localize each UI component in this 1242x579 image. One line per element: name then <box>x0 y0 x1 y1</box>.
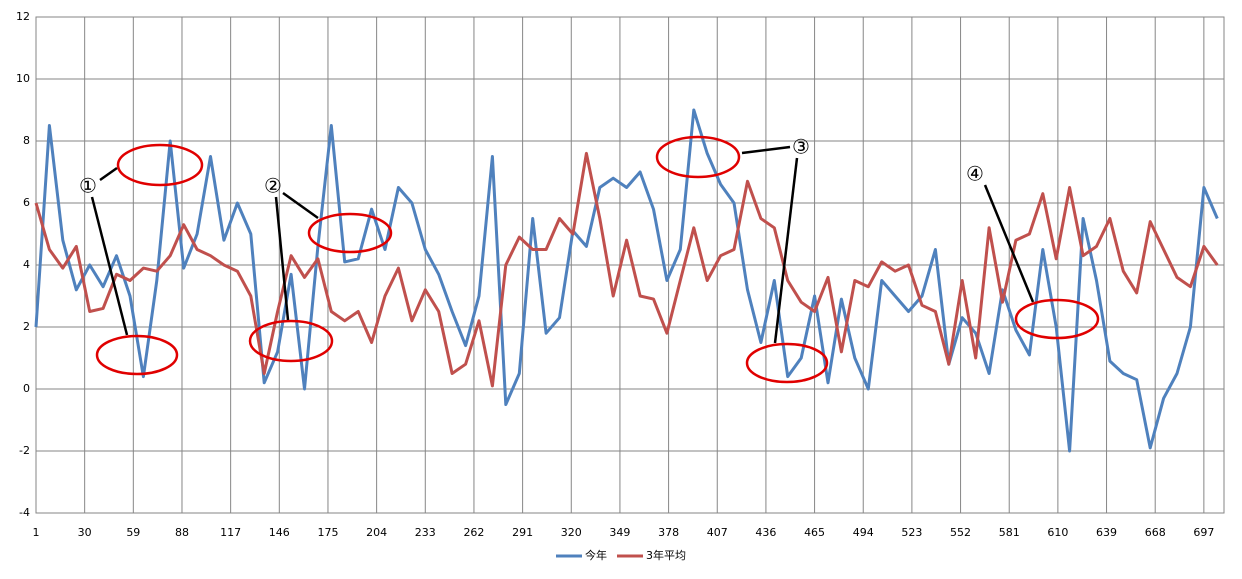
highlight-ellipse <box>95 334 179 376</box>
leader-line <box>741 145 791 155</box>
annotation: ① <box>79 174 97 198</box>
x-tick-label: 697 <box>1193 526 1214 539</box>
leader-line <box>773 157 799 344</box>
y-tick-label: 12 <box>16 10 30 23</box>
y-tick-label: 0 <box>23 382 30 395</box>
x-tick-label: 233 <box>415 526 436 539</box>
highlight-ellipse <box>116 143 204 187</box>
y-tick-label: 10 <box>16 72 30 85</box>
y-tick-label: 4 <box>23 258 30 271</box>
series-line <box>34 108 1219 453</box>
x-tick-label: 668 <box>1145 526 1166 539</box>
y-tick-label: 6 <box>23 196 30 209</box>
x-tick-label: 88 <box>175 526 189 539</box>
x-tick-label: 204 <box>366 526 387 539</box>
x-tick-label: 175 <box>317 526 338 539</box>
highlight-ellipse <box>248 319 334 363</box>
x-tick-label: 407 <box>707 526 728 539</box>
leader-line <box>90 196 129 336</box>
plot-area: -4 -2 0 2 4 6 8 10 12 1 30 59 88 117 146 175 204 233 262 29… <box>16 10 1225 539</box>
y-tick-label: -4 <box>19 506 30 519</box>
x-tick-label: 378 <box>658 526 679 539</box>
legend-label: 今年 <box>585 548 607 562</box>
x-tick-label: 117 <box>220 526 241 539</box>
highlight-ellipse <box>1014 298 1100 340</box>
y-tick-label: 8 <box>23 134 30 147</box>
legend: 今年 3年平均 <box>556 548 686 562</box>
annotation: ④ <box>966 162 984 186</box>
x-tick-label: 610 <box>1047 526 1068 539</box>
highlight-ellipse <box>655 135 741 179</box>
x-tick-label: 291 <box>512 526 533 539</box>
x-tick-label: 523 <box>901 526 922 539</box>
annotations: ① ② ③ ④ <box>79 135 1100 384</box>
leader-line <box>274 196 290 321</box>
x-tick-label: 320 <box>561 526 582 539</box>
x-tick-label: 639 <box>1096 526 1117 539</box>
series-line <box>34 151 1219 388</box>
x-tick-label: 436 <box>755 526 776 539</box>
annotation: ② <box>264 174 282 198</box>
leader-line <box>99 166 118 182</box>
x-tick-label: 349 <box>609 526 630 539</box>
x-tick-label: 552 <box>950 526 971 539</box>
x-tick-label: 1 <box>33 526 40 539</box>
x-tick-label: 581 <box>999 526 1020 539</box>
x-tick-label: 30 <box>78 526 92 539</box>
y-tick-label: 2 <box>23 320 30 333</box>
leader-line <box>282 191 319 220</box>
x-tick-label: 59 <box>126 526 140 539</box>
y-tick-label: -2 <box>19 444 30 457</box>
x-tick-label: 262 <box>463 526 484 539</box>
legend-label: 3年平均 <box>646 548 686 562</box>
x-tick-label: 465 <box>804 526 825 539</box>
highlight-ellipse <box>745 342 829 384</box>
leader-line <box>983 184 1035 303</box>
x-tick-label: 146 <box>269 526 290 539</box>
annotation: ③ <box>792 135 810 159</box>
x-tick-label: 494 <box>853 526 874 539</box>
highlight-ellipse <box>307 212 393 254</box>
